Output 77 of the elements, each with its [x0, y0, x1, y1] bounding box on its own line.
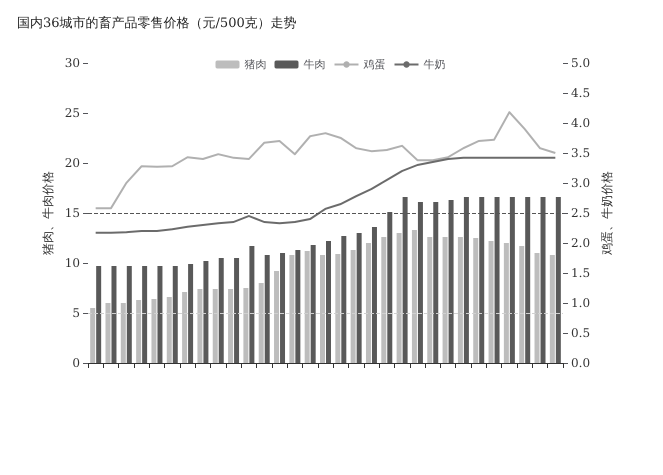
y2-tick-label: 4.0	[571, 116, 590, 130]
bar	[458, 237, 463, 363]
y2-tick-label: 0.5	[571, 326, 590, 340]
bar	[396, 233, 402, 363]
bar	[218, 258, 224, 363]
y-tick-label: 15	[64, 206, 80, 220]
bar	[166, 297, 172, 363]
bar	[366, 243, 371, 363]
bar	[289, 255, 294, 363]
bar	[295, 250, 300, 363]
bar	[228, 289, 234, 363]
bar	[372, 227, 377, 363]
bar	[120, 303, 126, 363]
y2-tick-label: 1.5	[571, 266, 590, 280]
bar	[550, 255, 555, 363]
bar	[488, 241, 494, 363]
bar	[188, 264, 194, 363]
bar	[258, 283, 264, 363]
bar	[157, 266, 162, 363]
line-series	[94, 156, 556, 234]
bar	[356, 233, 362, 363]
bar	[320, 255, 325, 363]
bar	[136, 300, 142, 363]
y2-tick-label: 2.5	[571, 206, 590, 220]
legend-label: 猪肉	[244, 58, 266, 71]
bar	[243, 288, 248, 363]
y2-tick-label: 2.0	[571, 236, 590, 250]
legend-label: 牛肉	[304, 58, 326, 71]
bar	[280, 253, 286, 363]
y-tick-label: 0	[72, 356, 80, 370]
bar	[350, 250, 356, 363]
bar	[142, 266, 148, 363]
y-tick-label: 5	[72, 306, 80, 320]
line-series	[94, 111, 556, 210]
bar	[381, 237, 386, 363]
bar	[151, 299, 156, 363]
y2-tick-label: 5.0	[571, 56, 590, 70]
y2-tick-label: 1.0	[571, 296, 590, 310]
bar	[172, 266, 178, 363]
bar	[442, 237, 448, 363]
y-tick-label: 25	[64, 106, 80, 120]
bar	[249, 246, 254, 363]
bar	[105, 303, 110, 363]
legend-label: 鸡蛋	[362, 58, 386, 71]
bar	[90, 308, 96, 363]
bar	[274, 271, 280, 363]
legend-label: 牛奶	[424, 58, 446, 71]
y-axis-title: 猪肉、牛肉价格	[40, 171, 55, 255]
bar	[341, 236, 346, 363]
bar	[427, 237, 432, 363]
y2-axis-title: 鸡蛋、牛奶价格	[600, 171, 614, 256]
bar	[203, 261, 208, 363]
bar	[96, 266, 102, 363]
bar	[111, 266, 116, 363]
y2-tick-label: 3.0	[571, 176, 590, 190]
y-tick-label: 10	[64, 256, 80, 270]
y2-tick-label: 3.5	[571, 146, 590, 160]
bar	[473, 238, 478, 363]
bar	[335, 254, 340, 363]
y-tick-label: 20	[64, 156, 80, 170]
bar	[197, 289, 202, 363]
bar	[234, 258, 240, 363]
bar	[212, 289, 218, 363]
chart-title: 国内36城市的畜产品零售价格（元/500克）走势	[17, 15, 297, 31]
bar	[504, 243, 509, 363]
bar	[182, 292, 188, 363]
y2-tick-label: 4.5	[571, 86, 590, 100]
bar	[412, 230, 417, 363]
bar	[519, 246, 524, 363]
y2-tick-label: 0.0	[571, 356, 590, 370]
bar	[304, 251, 310, 363]
bar	[326, 241, 331, 363]
y-tick-label: 30	[64, 56, 80, 70]
bar	[264, 255, 270, 363]
bar	[310, 245, 316, 363]
bar	[126, 266, 132, 363]
bar	[534, 253, 540, 363]
